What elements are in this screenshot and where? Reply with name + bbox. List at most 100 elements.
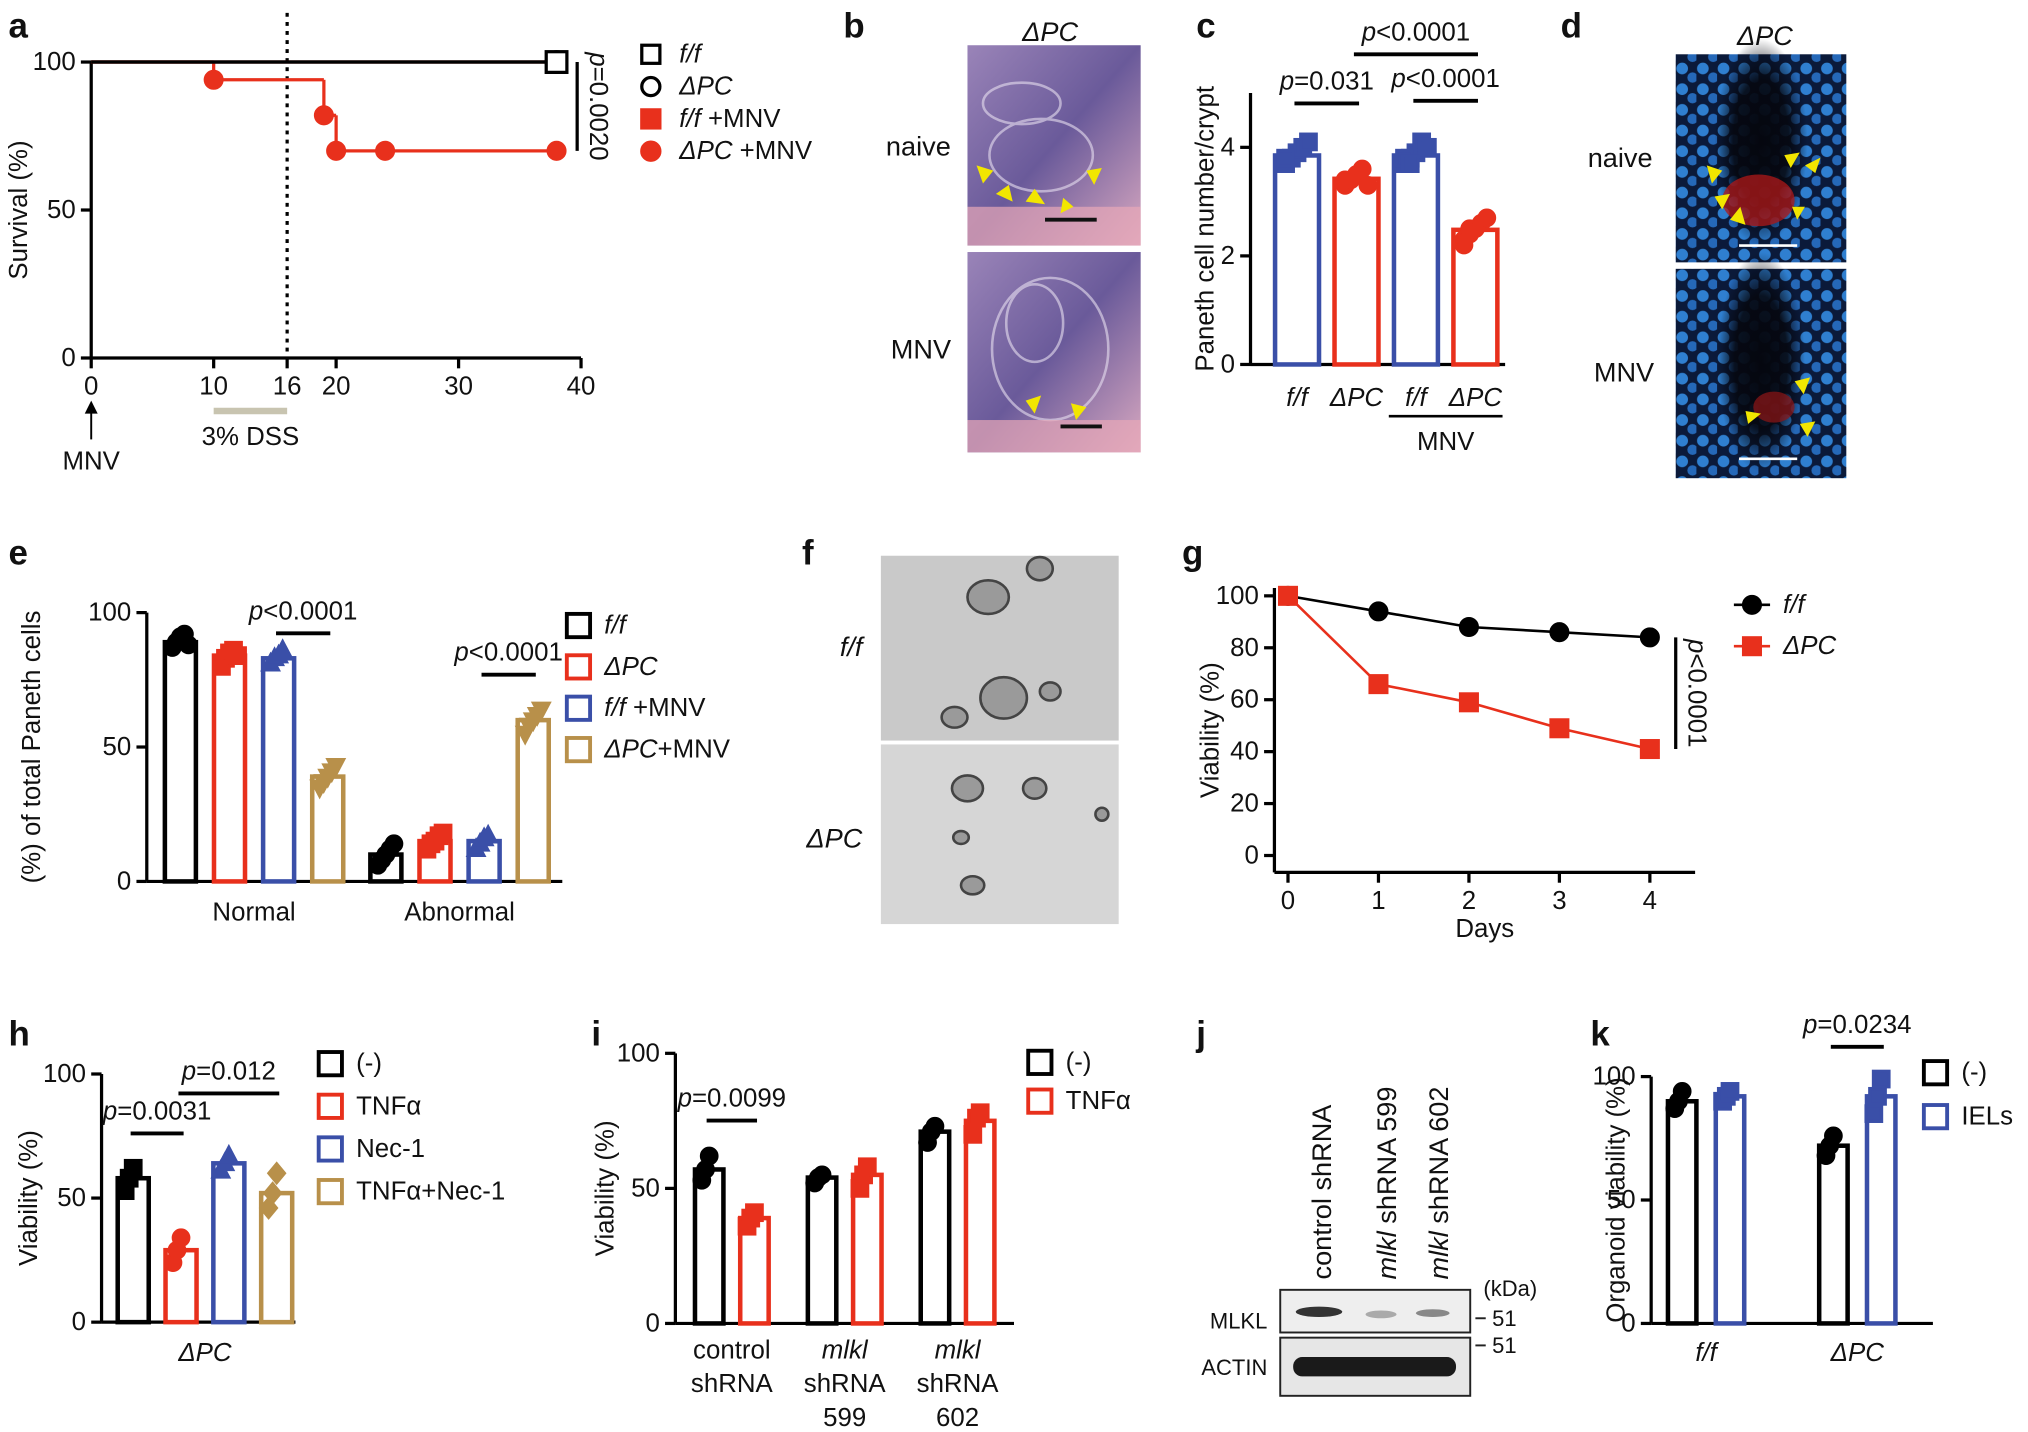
legend-marker xyxy=(564,611,593,640)
lane-label-gene: mlkl xyxy=(1422,1230,1453,1279)
data-point xyxy=(1458,692,1479,713)
legend-label: ΔPC xyxy=(678,73,733,101)
row-label: naive xyxy=(886,131,951,162)
band-label: MLKL xyxy=(1210,1308,1267,1333)
tissue-texture xyxy=(967,206,1141,246)
data-point xyxy=(1368,601,1389,622)
x-tick-label: ΔPC xyxy=(177,1339,232,1367)
x-tick-label: 10 xyxy=(199,372,228,400)
data-point xyxy=(171,1228,191,1248)
bar xyxy=(692,1167,726,1326)
arrow-head xyxy=(84,400,98,414)
x-tick-label: Normal xyxy=(212,898,295,926)
panel-label: a xyxy=(8,6,28,45)
x-tick-label: 20 xyxy=(322,372,351,400)
paneth-stain xyxy=(1753,391,1795,423)
band xyxy=(1365,1310,1397,1319)
legend-marker xyxy=(1741,636,1762,657)
data-point xyxy=(1277,585,1299,606)
row-label: MNV xyxy=(891,333,951,364)
panel-label: i xyxy=(591,1014,601,1053)
y-tick-label: 80 xyxy=(1230,634,1259,662)
legend-label: ΔPC xyxy=(1782,632,1837,660)
y-tick-label: 0 xyxy=(72,1308,86,1336)
bar xyxy=(918,1129,952,1326)
data-point xyxy=(546,140,567,161)
data-point xyxy=(1549,718,1570,739)
x-tick-label: 602 xyxy=(936,1404,979,1432)
y-tick-label: 20 xyxy=(1230,790,1259,818)
band xyxy=(1415,1309,1450,1317)
p-value: p=0.0031 xyxy=(102,1097,211,1125)
crypt-lumen xyxy=(1717,252,1805,472)
bar xyxy=(1332,176,1381,367)
x-tick-label: ΔPC xyxy=(1830,1339,1885,1367)
lane-label-rest: shRNA 602 xyxy=(1422,1087,1453,1232)
size-marker: 51 xyxy=(1492,1306,1516,1331)
data-point xyxy=(1871,1069,1891,1089)
data-point xyxy=(218,1143,240,1164)
y-tick-label: 100 xyxy=(88,599,131,627)
data-point xyxy=(970,1103,990,1123)
x-tick-label: 599 xyxy=(823,1404,866,1432)
data-point xyxy=(179,635,198,655)
data-point xyxy=(699,1146,719,1166)
treatment-label: 3% DSS xyxy=(202,423,300,451)
bar xyxy=(162,639,199,884)
infection-label: MNV xyxy=(63,447,121,475)
data-point xyxy=(812,1165,832,1185)
bar xyxy=(963,1118,997,1326)
legend-marker xyxy=(316,1135,344,1163)
bar xyxy=(211,653,248,884)
legend-marker xyxy=(1026,1087,1054,1115)
y-axis-label: (%) of total Paneth cells xyxy=(18,611,46,884)
p-value: p<0.0001 xyxy=(1361,18,1470,46)
lane-label: mlkl shRNA 599 xyxy=(1371,1087,1402,1280)
data-point xyxy=(857,1157,877,1177)
y-tick-label: 100 xyxy=(33,48,76,76)
x-axis-label: Days xyxy=(1455,915,1514,943)
data-point xyxy=(326,140,347,161)
panel-label: e xyxy=(8,534,27,573)
data-point xyxy=(266,1161,287,1186)
data-point xyxy=(1358,175,1378,195)
y-tick-label: 50 xyxy=(103,733,132,761)
size-marker: 51 xyxy=(1492,1333,1516,1358)
data-point xyxy=(1639,627,1660,648)
x-tick-label: 40 xyxy=(567,372,596,400)
bar xyxy=(1391,153,1441,367)
bar xyxy=(805,1175,839,1326)
y-tick-label: 0 xyxy=(1621,1309,1635,1337)
band xyxy=(1293,1357,1457,1377)
data-point xyxy=(1299,132,1318,152)
x-tick-label: ΔPC xyxy=(1329,384,1384,412)
band-label: ACTIN xyxy=(1201,1355,1267,1380)
y-tick-label: 4 xyxy=(1221,133,1235,161)
group-label: MNV xyxy=(1417,428,1475,456)
data-point xyxy=(433,823,453,843)
data-point xyxy=(1720,1082,1740,1101)
x-tick-label: 1 xyxy=(1371,887,1385,915)
legend-label: f/f xyxy=(1783,591,1807,619)
data-point xyxy=(530,701,552,722)
data-point xyxy=(1276,148,1295,168)
data-point xyxy=(544,50,569,74)
lane-label: mlkl shRNA 602 xyxy=(1422,1087,1453,1280)
legend-label: (-) xyxy=(356,1050,382,1078)
bar xyxy=(211,1161,247,1325)
p-value: p<0.0001 xyxy=(1390,65,1499,93)
legend-marker xyxy=(564,653,593,681)
legend-label: TNFα xyxy=(1066,1087,1131,1115)
unit-label: (kDa) xyxy=(1483,1276,1537,1301)
legend-marker xyxy=(1026,1048,1054,1076)
data-point xyxy=(228,646,247,665)
data-point xyxy=(1335,170,1355,190)
bar xyxy=(1272,153,1322,367)
x-tick-label: Abnormal xyxy=(404,898,515,926)
row-label: f/f xyxy=(840,631,865,662)
x-tick-label: 0 xyxy=(84,372,98,400)
y-tick-label: 50 xyxy=(57,1184,86,1212)
x-tick-label: control xyxy=(693,1337,771,1365)
x-tick-label: f/f xyxy=(1405,384,1429,412)
p-value: p=0.031 xyxy=(1279,67,1374,95)
